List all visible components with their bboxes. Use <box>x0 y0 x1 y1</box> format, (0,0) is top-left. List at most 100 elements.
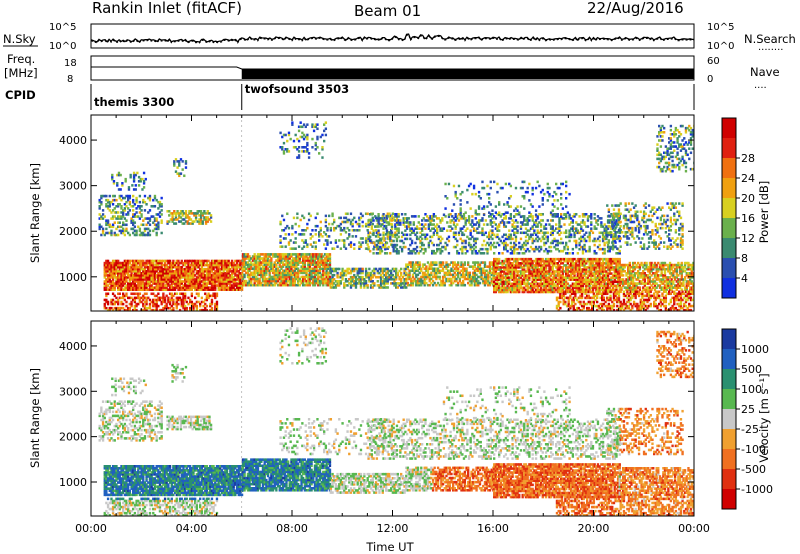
echo-cell <box>657 274 660 277</box>
echo-cell <box>608 268 611 271</box>
echo-cell <box>598 288 601 292</box>
echo-cell <box>591 308 594 311</box>
echo-cell <box>664 294 668 298</box>
echo-cell <box>506 286 509 290</box>
echo-cell <box>323 277 327 281</box>
echo-cell <box>302 267 305 271</box>
echo-cell <box>110 270 113 273</box>
echo-cell <box>579 294 582 298</box>
echo-cell <box>601 264 605 267</box>
echo-cell <box>607 304 611 308</box>
echo-cell <box>657 267 660 271</box>
echo-cell <box>189 278 192 281</box>
echo-cell <box>555 306 559 310</box>
echo-cell <box>305 281 308 285</box>
echo-cell <box>667 284 670 287</box>
echo-cell <box>523 264 526 267</box>
echo-cell <box>194 259 197 263</box>
echo-cell <box>137 296 140 300</box>
echo-cell <box>675 286 678 289</box>
echo-cell <box>148 272 152 275</box>
echo-cell <box>673 292 676 296</box>
echo-cell <box>157 265 160 269</box>
echo-cell <box>239 276 242 279</box>
echo-cell <box>650 265 653 269</box>
echo-cell <box>508 272 511 275</box>
echo-cell <box>488 263 492 266</box>
echo-cell <box>452 263 455 266</box>
echo-cell <box>600 282 603 286</box>
echo-cell <box>555 298 559 302</box>
echo-cell <box>273 273 276 277</box>
echo-cell <box>103 265 106 269</box>
echo-cell <box>165 302 168 306</box>
echo-cell <box>600 272 603 275</box>
echo-cell <box>323 267 327 271</box>
cpid-program-label: themis 3300 <box>94 95 174 109</box>
echo-cell <box>675 276 678 279</box>
echo-cell <box>403 284 406 287</box>
echo-cell <box>610 278 613 281</box>
echo-cell <box>300 279 303 283</box>
echo-cell <box>123 223 127 227</box>
echo-cell <box>691 290 694 294</box>
echo-cell <box>503 270 506 273</box>
echo-cell <box>654 304 657 308</box>
echo-cell <box>612 294 616 298</box>
echo-cell <box>103 270 106 273</box>
echo-cell <box>575 268 578 271</box>
echo-cell <box>586 306 589 310</box>
echo-cell <box>560 257 563 261</box>
echo-cell <box>631 304 634 308</box>
echo-cell <box>503 276 506 279</box>
echo-cell <box>250 273 253 277</box>
echo-cell <box>322 277 325 281</box>
echo-cell <box>536 259 539 263</box>
echo-cell <box>536 290 539 294</box>
echo-cell <box>485 281 488 285</box>
echo-cell <box>120 231 123 235</box>
echo-cell <box>103 280 106 283</box>
echo-cell <box>333 273 336 277</box>
echo-cell <box>578 284 581 288</box>
echo-cell <box>327 277 330 281</box>
echo-cell <box>664 300 668 304</box>
echo-cell <box>653 296 656 300</box>
echo-cell <box>155 259 158 263</box>
echo-cell <box>600 270 603 273</box>
echo-cell <box>494 259 498 263</box>
echo-cell <box>544 268 548 271</box>
echo-cell <box>122 263 125 267</box>
echo-cell <box>298 277 302 281</box>
echo-cell <box>157 292 160 296</box>
echo-cell <box>325 257 328 260</box>
echo-cell <box>263 267 266 271</box>
echo-cell <box>361 269 364 273</box>
echo-cell <box>609 308 612 311</box>
echo-cell <box>423 281 426 285</box>
echo-cell <box>237 274 240 277</box>
echo-cell <box>601 284 605 288</box>
echo-cell <box>640 272 643 275</box>
echo-cell <box>400 282 403 285</box>
echo-cell <box>293 267 297 271</box>
echo-cell <box>595 284 598 288</box>
echo-cell <box>368 275 371 279</box>
echo-cell <box>241 281 245 285</box>
echo-cell <box>483 273 487 277</box>
echo-cell <box>470 277 473 281</box>
echo-cell <box>534 288 538 292</box>
echo-cell <box>475 269 478 273</box>
echo-cell <box>165 272 168 275</box>
echo-cell <box>363 282 366 285</box>
echo-cell <box>642 282 645 285</box>
echo-cell <box>529 262 533 265</box>
echo-cell <box>204 276 207 279</box>
echo-cell <box>501 264 504 267</box>
echo-cell <box>648 261 652 265</box>
echo-cell <box>679 306 683 310</box>
echo-cell <box>180 272 183 275</box>
echo-cell <box>498 257 501 261</box>
echo-cell <box>184 261 187 265</box>
echo-cell <box>133 300 137 304</box>
